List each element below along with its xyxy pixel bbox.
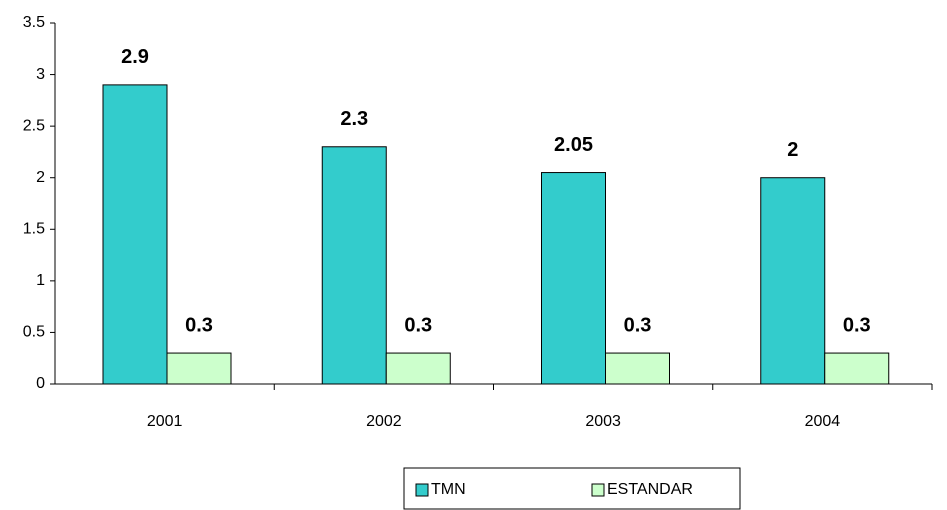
y-tick-label: 1.5 xyxy=(23,221,45,238)
bar xyxy=(166,352,232,385)
legend-swatch xyxy=(591,483,605,497)
value-label: 0.3 xyxy=(185,314,213,336)
value-label: 2 xyxy=(787,139,798,161)
value-label: 0.3 xyxy=(843,314,871,336)
y-tick-label: 3 xyxy=(36,66,45,83)
bar xyxy=(824,352,890,385)
bar xyxy=(760,177,826,385)
value-label: 2.3 xyxy=(340,108,368,130)
y-tick-label: 0 xyxy=(36,375,45,392)
legend-label: ESTANDAR xyxy=(607,481,693,498)
bar xyxy=(102,84,168,385)
x-tick-label: 2004 xyxy=(805,413,841,430)
y-tick-label: 0.5 xyxy=(23,324,45,341)
bar xyxy=(321,146,387,385)
value-label: 0.3 xyxy=(624,314,652,336)
y-tick-label: 2 xyxy=(36,169,45,186)
x-tick-label: 2002 xyxy=(366,413,402,430)
x-tick-label: 2003 xyxy=(585,413,621,430)
value-label: 2.9 xyxy=(121,46,149,68)
legend-swatch xyxy=(415,483,429,497)
y-tick-label: 2.5 xyxy=(23,117,45,134)
x-tick-label: 2001 xyxy=(147,413,183,430)
value-label: 2.05 xyxy=(554,134,593,156)
y-tick-label: 3.5 xyxy=(23,14,45,31)
legend-label: TMN xyxy=(431,481,466,498)
bar xyxy=(541,172,606,385)
bar xyxy=(605,352,670,385)
value-label: 0.3 xyxy=(404,314,432,336)
bar xyxy=(385,352,451,385)
y-tick-label: 1 xyxy=(36,272,45,289)
legend-box xyxy=(403,467,741,510)
